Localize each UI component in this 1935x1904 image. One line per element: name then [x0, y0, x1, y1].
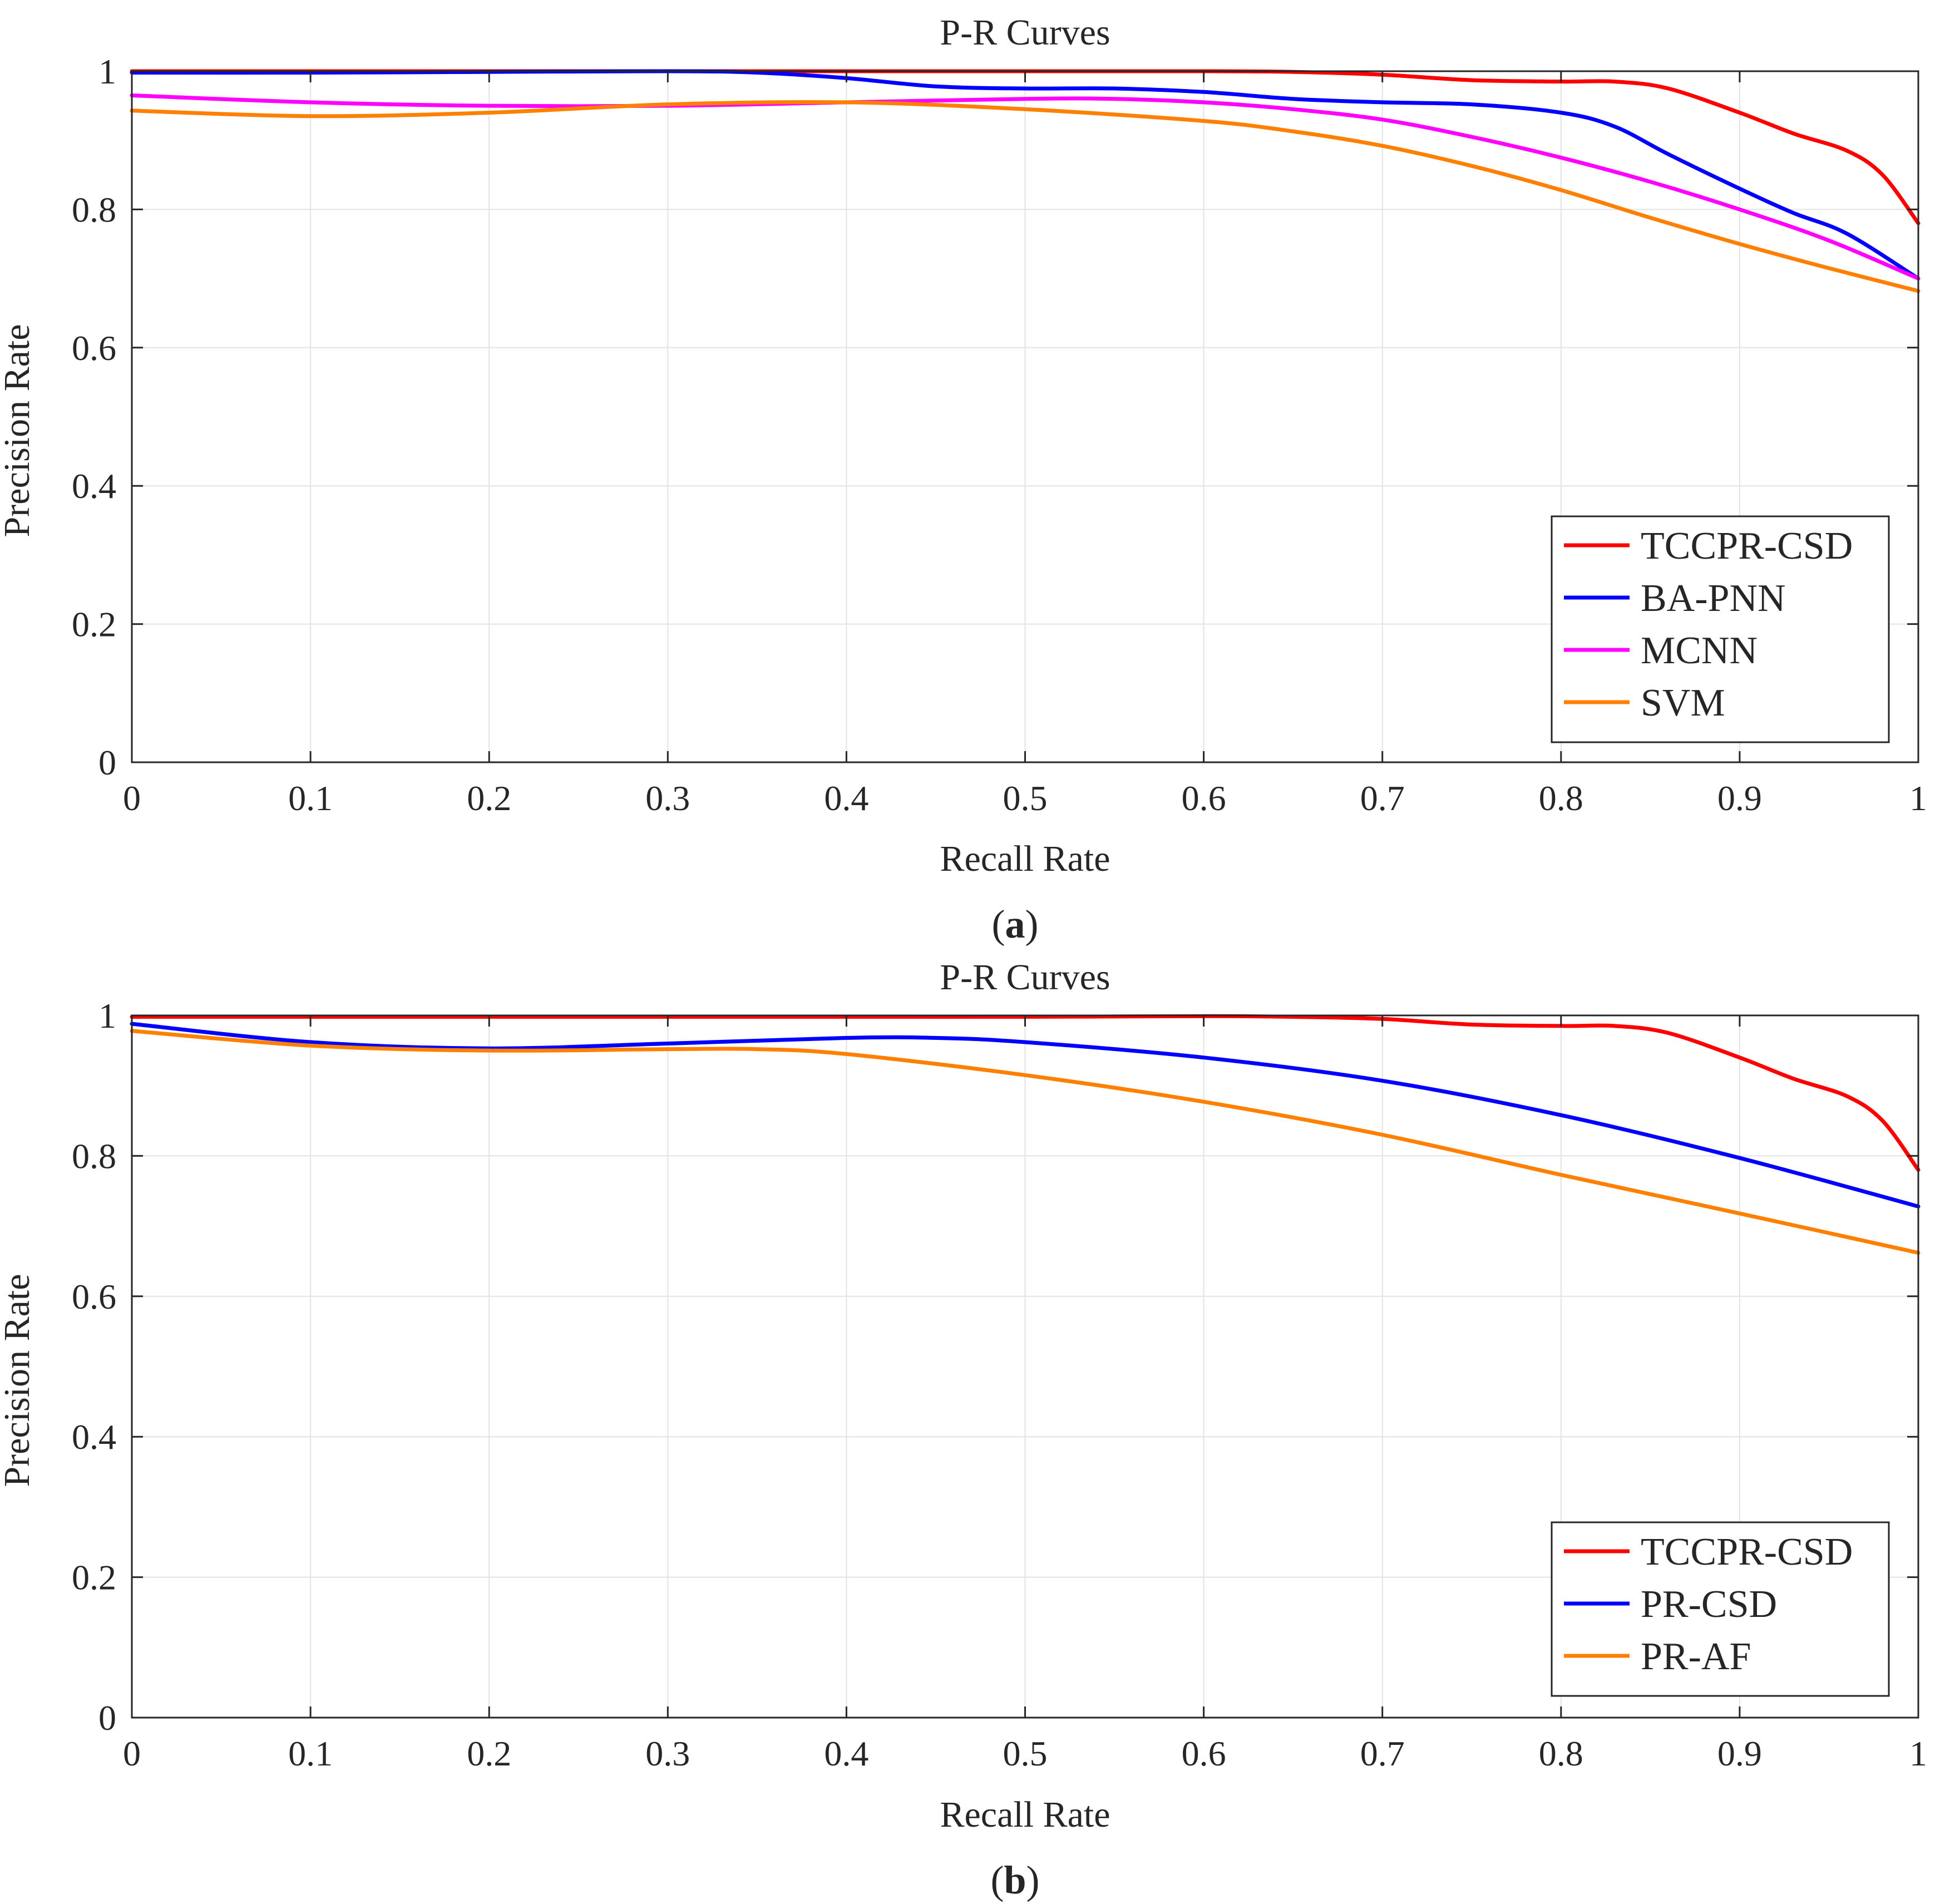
x-axis-label: Recall Rate: [940, 838, 1110, 879]
x-tick-label: 0.2: [467, 778, 511, 818]
legend-label-tccpr-csd: TCCPR-CSD: [1641, 1531, 1853, 1573]
legend-label-ba-pnn: BA-PNN: [1641, 577, 1786, 620]
chart-title: P-R Curves: [940, 12, 1110, 53]
x-tick-label: 1: [1909, 778, 1927, 818]
series-line-tccpr-csd: [130, 1014, 1921, 1172]
y-tick-label: 0.4: [72, 1417, 116, 1457]
series-line-pr-af: [130, 1029, 1921, 1255]
legend-label-svm: SVM: [1641, 682, 1725, 724]
x-tick-label: 0.1: [288, 1734, 333, 1773]
x-tick-label: 0.7: [1360, 778, 1405, 818]
series-line-pr-csd: [130, 1022, 1921, 1209]
y-axis-label: Precision Rate: [0, 324, 37, 537]
y-axis-label: Precision Rate: [0, 1274, 37, 1487]
chart-b: 0 0.1 0.2 0.3 0.4 0.5 0.6 0.7 0.8 0.9 1 0 0.2 0.4 0.6 0…: [0, 957, 1927, 1902]
y-tick-label: 0.8: [72, 190, 116, 229]
x-axis-label: Recall Rate: [940, 1794, 1110, 1835]
x-tick-label: 0.1: [288, 778, 333, 818]
x-tick-label: 0.5: [1003, 1734, 1048, 1773]
x-tick-label: 0.9: [1717, 778, 1762, 818]
y-tick-label: 1: [98, 996, 116, 1035]
y-tick-label: 0.6: [72, 328, 116, 368]
x-tick-label: 1: [1909, 1734, 1927, 1773]
y-tick-label: 0.2: [72, 1558, 116, 1597]
x-tick-label: 0.6: [1182, 778, 1226, 818]
legend-label-mcnn: MCNN: [1641, 629, 1758, 672]
panel-caption: (a): [992, 902, 1039, 946]
series-line-svm: [130, 100, 1921, 293]
legend-label-tccpr-csd: TCCPR-CSD: [1641, 525, 1853, 568]
legend-box: [1551, 1521, 1890, 1697]
legend-label-pr-csd: PR-CSD: [1641, 1583, 1777, 1626]
chart-a: 0 0.1 0.2 0.3 0.4 0.5 0.6 0.7 0.8 0.9 1 0 0.2 0.4 0.6 0…: [0, 12, 1927, 946]
x-tick-label: 0: [123, 778, 141, 818]
x-tick-label: 0.7: [1360, 1734, 1405, 1773]
y-tick-label: 0.4: [72, 466, 116, 506]
series-line-mcnn: [130, 93, 1921, 281]
panel-caption: (b): [990, 1858, 1039, 1902]
y-tick-label: 0.8: [72, 1136, 116, 1176]
legend: TCCPR-CSD BA-PNN MCNN SVM: [1551, 515, 1890, 743]
y-tick-label: 0.6: [72, 1277, 116, 1316]
x-tick-label: 0.4: [824, 1734, 868, 1773]
x-tick-label: 0.2: [467, 1734, 511, 1773]
x-tick-label: 0.8: [1539, 778, 1583, 818]
legend-label-pr-af: PR-AF: [1641, 1635, 1751, 1678]
x-tick-label: 0.5: [1003, 778, 1048, 818]
x-tick-label: 0.8: [1539, 1734, 1583, 1773]
chart-title: P-R Curves: [940, 957, 1110, 998]
y-tick-label: 0: [98, 1698, 116, 1738]
y-tick-label: 1: [98, 52, 116, 91]
x-tick-label: 0.4: [824, 778, 868, 818]
x-tick-label: 0.9: [1717, 1734, 1762, 1773]
legend-box: [1551, 515, 1890, 743]
y-tick-label: 0: [98, 743, 116, 782]
x-tick-label: 0: [123, 1734, 141, 1773]
legend: TCCPR-CSD PR-CSD PR-AF: [1551, 1521, 1890, 1697]
x-tick-label: 0.3: [645, 778, 690, 818]
x-tick-label: 0.6: [1182, 1734, 1226, 1773]
x-tick-label: 0.3: [645, 1734, 690, 1773]
y-tick-label: 0.2: [72, 605, 116, 644]
